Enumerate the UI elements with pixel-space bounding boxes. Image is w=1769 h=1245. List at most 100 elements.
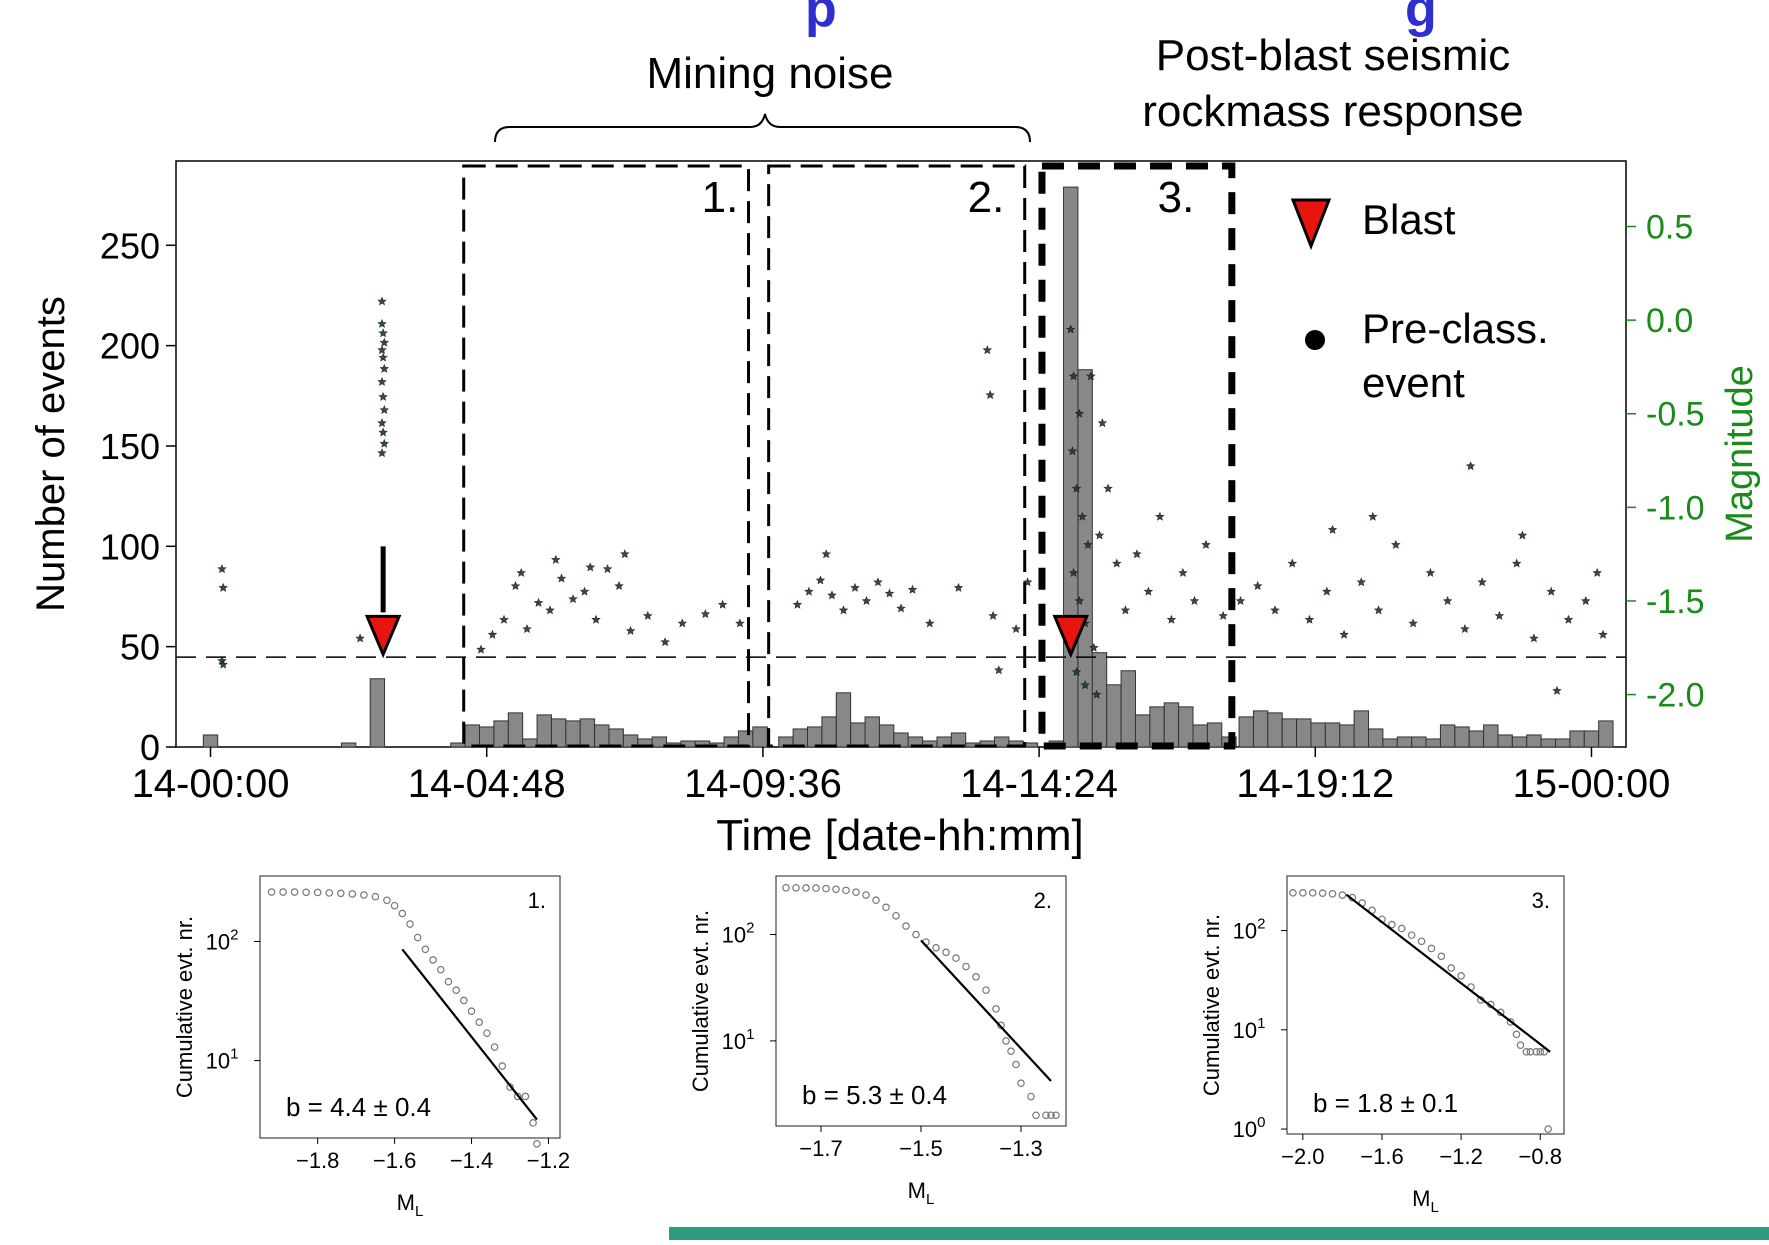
event-star [1067,446,1078,456]
event-star [1373,605,1384,615]
y-tick-exponent: 1 [1257,1015,1265,1032]
y-tick-label: 100 [100,526,160,567]
histogram-bar [752,726,768,748]
histogram-bar [479,726,495,748]
event-star [533,597,544,607]
gr-point [313,888,322,897]
gr-fit-line [401,948,538,1121]
histogram-bar [864,716,880,748]
event-star [804,586,814,596]
event-star [1465,461,1476,471]
event-star [378,328,388,338]
event-star [602,564,613,574]
legend-pre-class-label-1: Pre-class. [1362,305,1549,352]
magnitude-tick-label: -1.0 [1646,489,1705,527]
event-star [988,610,998,620]
gr-point [962,962,970,971]
histogram-bar [1163,702,1180,748]
histogram-bar [1468,730,1485,748]
count-axis-ticks: 0 50 100 150 200 250 [100,225,176,768]
histogram-bar [878,724,895,748]
histogram-bar [1583,730,1600,748]
x-label-base: M [397,1190,415,1215]
subplot-y-tick-label: 101 [206,1046,239,1074]
x-label-subscript: L [1430,1199,1438,1216]
event-star [1408,618,1418,628]
event-star [378,391,388,401]
gr-point [1338,891,1347,899]
gr-point [452,986,460,995]
histogram-bar [565,720,581,748]
gr-point [513,1092,522,1101]
histogram-bar [1483,724,1499,748]
event-star [1425,567,1436,577]
event-histogram [202,186,1614,748]
magnitude-tick-label: -0.5 [1646,396,1705,434]
event-star [1103,483,1113,493]
gr-point [862,891,870,899]
histogram-bar [1267,712,1283,748]
event-star [1529,633,1539,643]
histogram-bar [1439,724,1456,748]
blast-legend-icon [1290,198,1332,251]
footer-accent-bar [669,1227,1769,1240]
event-star [643,610,653,620]
event-star [1089,642,1099,652]
histogram-bar [1511,736,1528,748]
magnitude-tick-label: 0.5 [1646,209,1693,247]
event-star [1022,577,1033,587]
event-star [1143,586,1154,596]
histogram-bar [1106,684,1122,748]
event-star [1494,610,1505,620]
gr-point [483,1029,491,1037]
event-star [1304,614,1315,624]
window-box [767,164,1027,748]
window-box [1038,162,1236,750]
gr-point [1516,1041,1525,1049]
subplot-window-label: 1. [528,888,546,913]
y-tick-exponent: 1 [746,1026,754,1043]
event-star [1071,667,1082,677]
event-star [377,448,387,458]
histogram-bar [1411,736,1427,748]
gr-point [1017,1079,1025,1088]
gr-point [902,922,910,930]
y-tick-base: 10 [1233,919,1257,944]
event-star [379,337,390,347]
post-blast-label-line1: Post-blast seismic [1156,31,1511,80]
event-star [1074,596,1085,606]
window-label-3: 3. [1158,173,1195,222]
histogram-bar [835,692,852,748]
event-star [1322,586,1332,596]
title-fragment-2: g [1405,0,1437,38]
gr-point [802,884,810,892]
gr-point [1007,1047,1015,1056]
event-star [1071,483,1082,493]
subplot-x-tick-label: −1.2 [1439,1144,1482,1169]
event-star [579,586,590,596]
gr-point [1506,1018,1515,1026]
y-tick-label: 200 [100,326,160,367]
histogram-bar [1396,736,1413,748]
y-tick-base: 10 [722,923,746,948]
y-tick-base: 10 [206,1049,230,1074]
gr-point [279,888,287,896]
event-star [792,599,803,609]
histogram-bar [1555,738,1571,748]
gr-point [383,896,391,905]
mining-noise-label: Mining noise [646,49,893,98]
gr-point [1308,889,1317,897]
gr-point [982,986,990,994]
magnitude-axis-label: Magnitude [1719,365,1761,542]
y-tick-exponent: 2 [1257,916,1265,933]
gr-point [1417,937,1426,946]
subplot-y-tick-label: 100 [1233,1114,1266,1142]
gr-point [882,903,890,912]
histogram-bar [1091,652,1108,748]
event-star [1253,581,1263,591]
histogram-bar [1296,718,1312,748]
subplot-x-axis-label: ML [908,1178,935,1208]
event-star [953,582,964,592]
event-star [1077,511,1087,521]
y-tick-exponent: 2 [746,920,754,937]
